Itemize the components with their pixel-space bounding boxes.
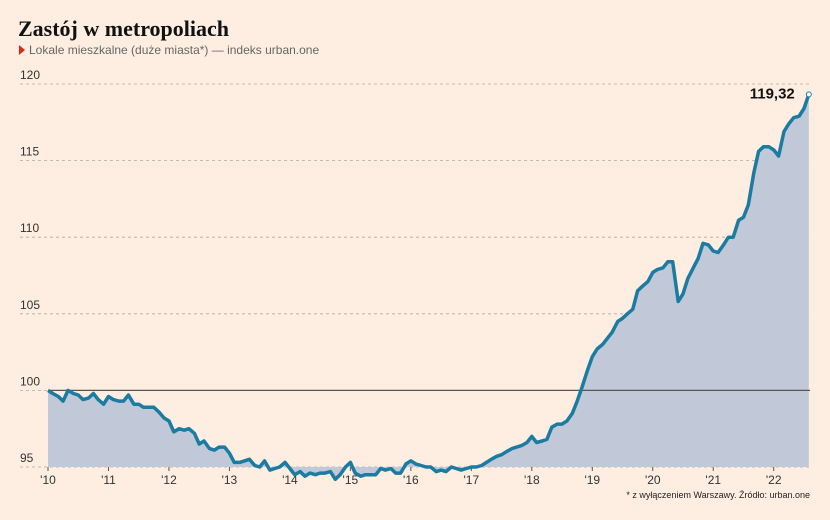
line [47, 93, 811, 482]
x-tick-label: '22 [766, 473, 782, 487]
x-tick-label: '13 [222, 473, 238, 487]
x-tick-label: '19 [584, 473, 600, 487]
x-tick-label: '16 [403, 473, 419, 487]
x-tick-label: '21 [705, 473, 721, 487]
chart-subtitle: Lokale mieszkalne (duże miasta*) — indek… [29, 43, 319, 57]
last-point [805, 91, 812, 98]
x-tick-label: '17 [464, 473, 480, 487]
x-tick-label: '12 [161, 473, 177, 487]
y-tick-label: 95 [20, 451, 34, 465]
area [48, 94, 809, 480]
value-label: 119,32 [750, 85, 795, 102]
x-tick-label: '18 [524, 473, 540, 487]
x-tick-label: '11 [101, 473, 116, 487]
y-tick-label: 100 [20, 374, 40, 388]
y-tick-label: 115 [20, 145, 39, 159]
footnote: * z wyłączeniem Warszawy. Źródło: urban.… [626, 490, 810, 500]
y-tick-label: 105 [20, 298, 40, 312]
y-tick-label: 120 [20, 68, 40, 82]
chart-title: Zastój w metropoliach [18, 16, 229, 41]
x-tick-label: '15 [343, 473, 359, 487]
subtitle-marker [19, 45, 25, 55]
y-tick-label: 110 [20, 221, 39, 235]
x-tick-label: '10 [40, 473, 56, 487]
x-tick-label: '20 [645, 473, 661, 487]
x-tick-label: '14 [282, 473, 298, 487]
